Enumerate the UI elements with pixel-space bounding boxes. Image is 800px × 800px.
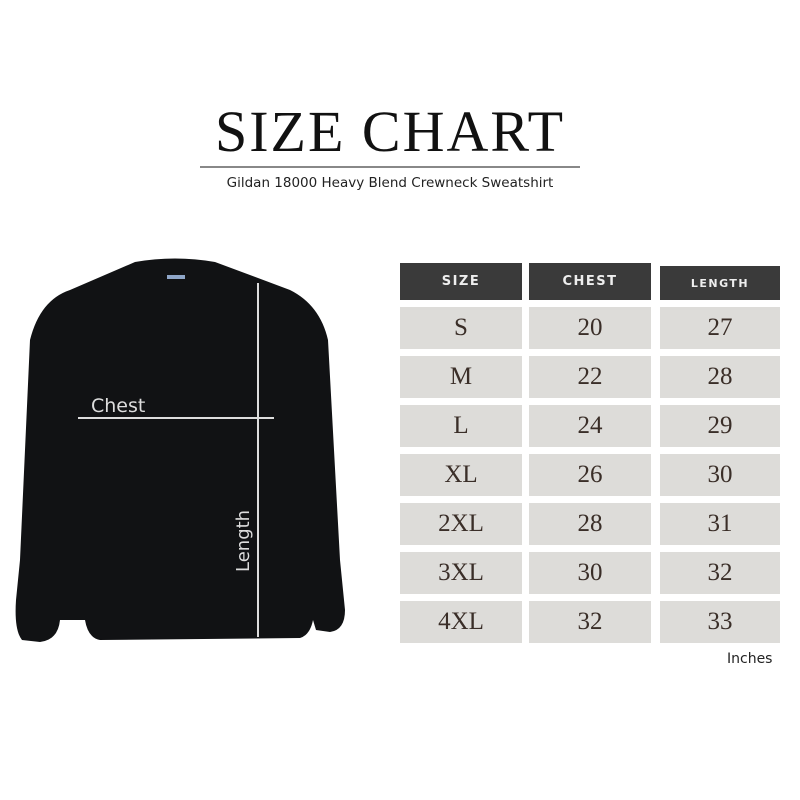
units-label: Inches <box>727 651 773 667</box>
collar-tag <box>167 275 185 279</box>
table-cell: 30 <box>529 552 651 594</box>
column-header-length: LENGTH <box>660 266 780 300</box>
column-header-size: SIZE <box>400 263 522 300</box>
sweatshirt-shape <box>15 258 345 642</box>
column-header-chest: CHEST <box>529 263 651 300</box>
title-underline <box>200 166 580 168</box>
table-cell: 32 <box>529 601 651 643</box>
table-cell: 27 <box>660 307 780 349</box>
table-cell: 3XL <box>400 552 522 594</box>
table-cell: 26 <box>529 454 651 496</box>
table-cell: 22 <box>529 356 651 398</box>
table-cell: 31 <box>660 503 780 545</box>
table-cell: L <box>400 405 522 447</box>
table-cell: 24 <box>529 405 651 447</box>
table-cell: S <box>400 307 522 349</box>
table-cell: M <box>400 356 522 398</box>
page-title: SIZE CHART <box>214 99 566 164</box>
length-label: Length <box>233 510 254 572</box>
table-cell: 20 <box>529 307 651 349</box>
table-cell: 33 <box>660 601 780 643</box>
table-cell: 2XL <box>400 503 522 545</box>
table-cell: 29 <box>660 405 780 447</box>
chest-label: Chest <box>91 395 145 417</box>
page-subtitle: Gildan 18000 Heavy Blend Crewneck Sweats… <box>226 175 554 191</box>
table-cell: 30 <box>660 454 780 496</box>
table-cell: 28 <box>529 503 651 545</box>
sweatshirt-diagram: Chest Length <box>15 258 345 642</box>
table-cell: 4XL <box>400 601 522 643</box>
table-cell: 28 <box>660 356 780 398</box>
table-cell: 32 <box>660 552 780 594</box>
table-cell: XL <box>400 454 522 496</box>
